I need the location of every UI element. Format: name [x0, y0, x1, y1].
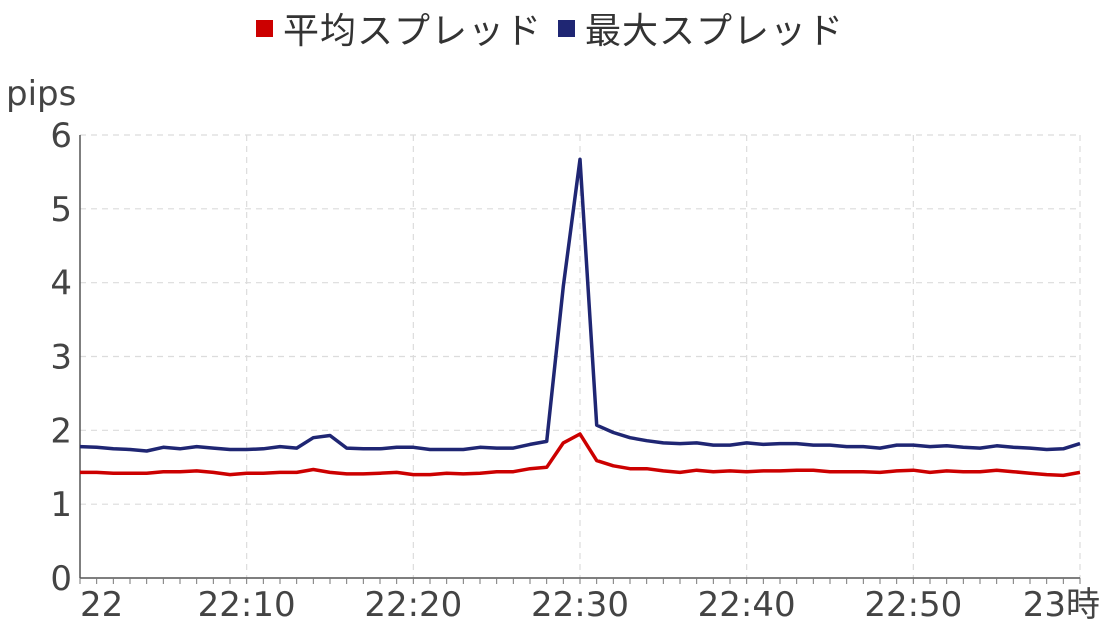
axes	[79, 135, 1081, 584]
y-tick-label: 2	[50, 411, 72, 451]
x-tick-label: 22	[80, 585, 123, 620]
y-axis-unit: pips	[6, 74, 77, 114]
legend-swatch-max	[558, 19, 575, 37]
legend-label-average: 平均スプレッド	[282, 11, 542, 52]
legend: 平均スプレッド 最大スプレッド	[0, 2, 1100, 54]
x-tick-labels: 22 22:10 22:20 22:30 22:40 22:50 23時	[80, 585, 1100, 620]
x-tick-label: 22:50	[864, 585, 962, 620]
y-tick-label: 4	[50, 264, 72, 304]
series-line-max-spread	[79, 157, 1081, 453]
y-tick-label: 6	[50, 116, 72, 156]
legend-swatch-average	[255, 19, 273, 37]
series-line-average-spread	[80, 432, 1081, 478]
series-lines	[79, 157, 1081, 478]
y-tick-labels: 0 1 2 3 4 5 6	[50, 116, 72, 599]
grid-lines	[80, 134, 1081, 578]
x-tick-label: 22:20	[364, 585, 462, 620]
y-tick-label: 1	[50, 485, 72, 525]
x-tick-label: 22:10	[198, 585, 296, 620]
y-tick-label: 0	[50, 559, 72, 599]
x-tick-label: 22:40	[698, 585, 796, 620]
legend-item-average-spread[interactable]: 平均スプレッド	[255, 2, 542, 54]
x-tick-label: 23時	[1023, 585, 1100, 620]
y-tick-label: 3	[50, 338, 72, 378]
x-tick-label: 22:30	[531, 585, 629, 620]
legend-label-max: 最大スプレッド	[585, 11, 845, 52]
y-tick-label: 5	[50, 190, 72, 230]
legend-item-max-spread[interactable]: 最大スプレッド	[558, 2, 844, 54]
